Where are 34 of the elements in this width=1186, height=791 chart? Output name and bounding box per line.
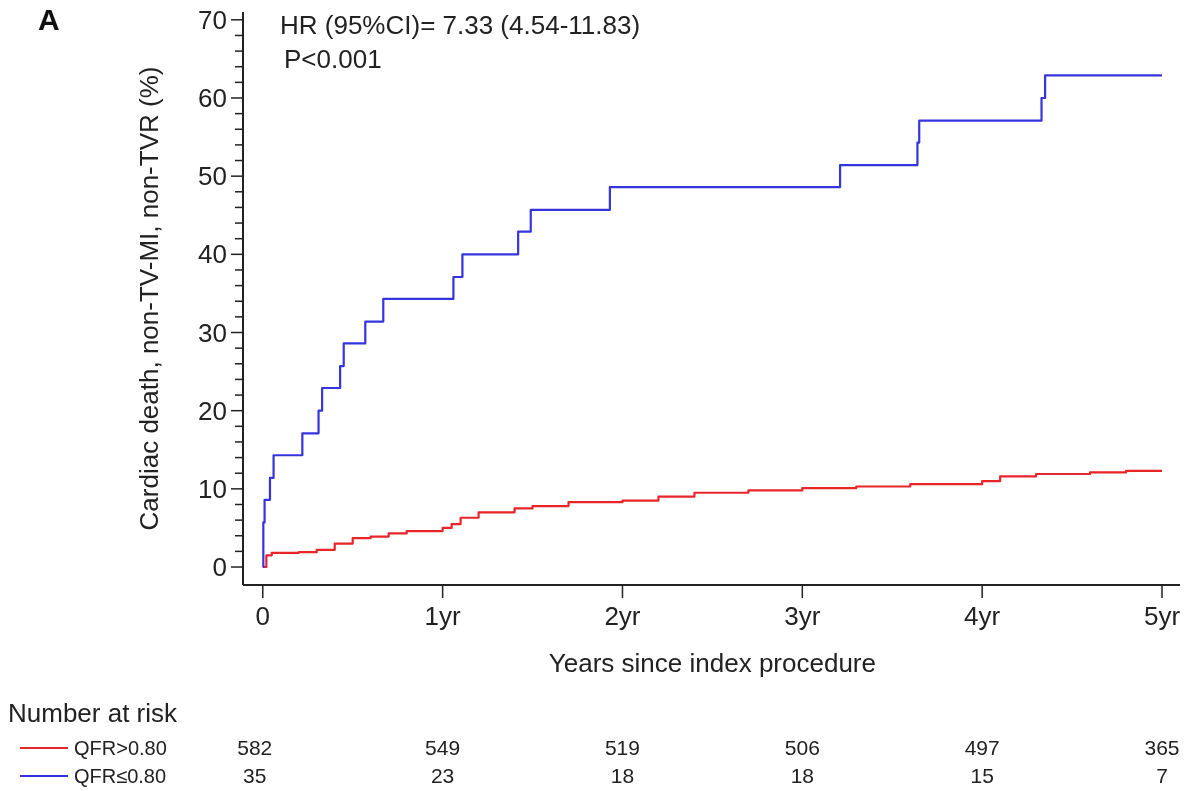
x-tick-label: 2yr xyxy=(604,601,641,631)
annotation: HR (95%CI)= 7.33 (4.54-11.83) xyxy=(280,10,641,40)
text: Number at risk xyxy=(8,698,179,728)
x-tick-label: 4yr xyxy=(964,601,1001,631)
text: 18 xyxy=(610,764,635,788)
y-tick-label: 50 xyxy=(198,161,227,192)
x-tick-label: 3yr xyxy=(784,601,821,631)
text: 549 xyxy=(425,736,461,760)
text: A xyxy=(38,3,60,36)
text: 35 xyxy=(243,764,267,788)
y-tick-label: 70 xyxy=(198,4,227,35)
x-tick-label: 0 xyxy=(255,601,271,631)
x-tick-label: 5yr xyxy=(1143,601,1181,631)
x-tick-label: 1yr xyxy=(424,601,462,631)
text: 582 xyxy=(237,736,273,760)
text: 18 xyxy=(790,764,814,788)
legend-label: QFR>0.80 xyxy=(74,737,167,759)
x-axis-title: Years since index procedure xyxy=(548,648,876,678)
y-axis-title: Cardiac death, non-TV-MI, non-TVR (%) xyxy=(134,66,164,531)
text: 497 xyxy=(964,736,1000,760)
y-tick-label: 30 xyxy=(198,317,227,348)
y-tick-label: 40 xyxy=(198,239,227,270)
text: 7 xyxy=(1156,764,1168,788)
y-tick-label: 10 xyxy=(198,473,227,504)
text: 506 xyxy=(784,736,820,760)
text: 23 xyxy=(430,764,455,788)
y-tick-label: 0 xyxy=(212,552,227,583)
text: 519 xyxy=(604,736,640,760)
annotation: P<0.001 xyxy=(284,44,382,74)
text: 15 xyxy=(970,764,994,788)
text: 365 xyxy=(1144,736,1180,760)
y-tick-label: 60 xyxy=(198,83,227,114)
y-tick-label: 20 xyxy=(198,395,227,426)
legend-label: QFR≤0.80 xyxy=(74,765,167,787)
